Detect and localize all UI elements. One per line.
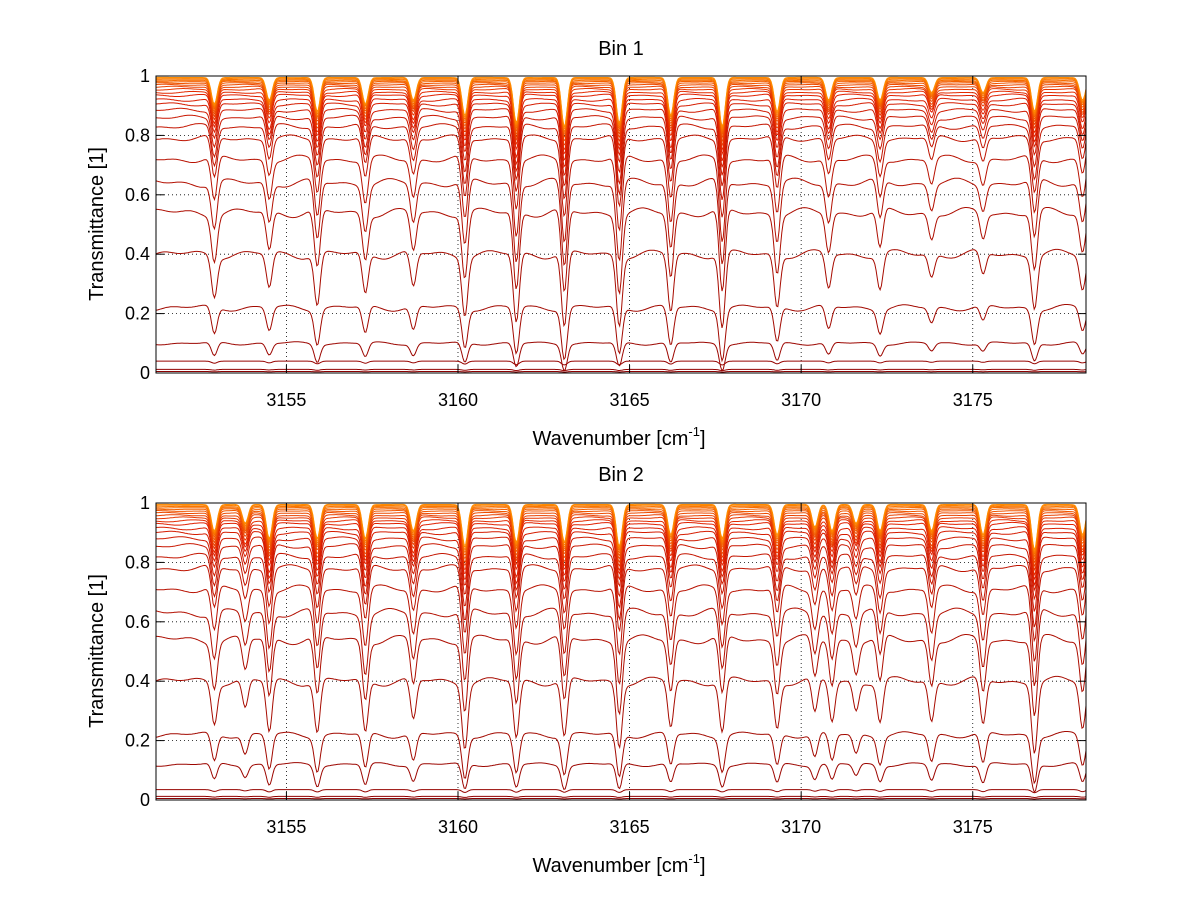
series-line (155, 584, 1087, 662)
series-line (155, 564, 1087, 643)
series-lines (155, 503, 1087, 800)
chart-panel-bin-2: Bin 2 3155 3160 3165 3170 3175 0 0.2 0.4 0.6 0.8 1… (86, 464, 1087, 877)
x-axis-label-main: Wavenumber [cm (532, 428, 688, 450)
series-lines (155, 76, 1087, 373)
series-line (156, 503, 1087, 552)
x-tick-label: 3165 (610, 390, 650, 410)
series-line (155, 543, 1087, 612)
y-tick-label: 0.4 (125, 244, 150, 264)
x-tick-label: 3155 (266, 817, 306, 837)
series-line (155, 207, 1087, 296)
series-line (155, 248, 1087, 329)
y-tick-label: 1 (140, 66, 150, 86)
series-line (155, 97, 1087, 162)
x-tick-label: 3175 (953, 390, 993, 410)
series-line (155, 675, 1087, 754)
y-axis-label: Transmittance [1] (86, 574, 108, 728)
plot-frame (155, 75, 1087, 374)
series-line (155, 552, 1087, 628)
chart-title: Bin 2 (598, 464, 644, 486)
x-tick-label: 3160 (438, 390, 478, 410)
y-tick-label: 0.8 (125, 125, 150, 145)
series-line (156, 87, 1087, 148)
series-line (155, 511, 1087, 565)
y-tick-label: 1 (140, 493, 150, 513)
y-tick-label: 0.2 (125, 731, 150, 751)
series-line (155, 107, 1087, 177)
x-tick-label: 3175 (953, 817, 993, 837)
x-axis-label: Wavenumber [cm-1] (532, 424, 705, 450)
x-axis-label: Wavenumber [cm-1] (532, 851, 705, 877)
series-line (156, 93, 1087, 157)
y-tick-label: 0 (140, 363, 150, 383)
series-line (155, 521, 1087, 582)
y-tick-label: 0.6 (125, 612, 150, 632)
series-line (156, 798, 1086, 800)
series-line (155, 731, 1087, 785)
series-line (156, 789, 1087, 794)
series-line (155, 514, 1087, 568)
x-axis-label-close: ] (700, 428, 706, 450)
y-tick-label: 0.6 (125, 185, 150, 205)
series-line (155, 85, 1087, 144)
axis-ticks: 3155 3160 3165 3170 3175 0 0.2 0.4 0.6 0.8 1 (125, 66, 1086, 410)
y-axis-label: Transmittance [1] (86, 147, 108, 301)
series-line (155, 762, 1087, 793)
chart-title: Bin 1 (598, 38, 644, 60)
x-axis-label-main: Wavenumber [cm (532, 855, 688, 877)
series-line (155, 154, 1087, 243)
axis-ticks: 3155 3160 3165 3170 3175 0 0.2 0.4 0.6 0.8 1 (125, 493, 1086, 837)
plot-frame (155, 502, 1087, 801)
series-line (155, 634, 1087, 716)
series-line (155, 134, 1087, 218)
series-line (156, 123, 1087, 201)
chart-panel-bin-1: Bin 1 3155 3160 3165 3170 3175 0 0.2 0.4 0.6 0.8 1… (86, 38, 1087, 450)
series-line (155, 516, 1087, 572)
x-tick-label: 3160 (438, 817, 478, 837)
series-line (155, 114, 1087, 187)
x-tick-label: 3170 (781, 817, 821, 837)
series-line (156, 360, 1087, 366)
series-line (155, 177, 1087, 266)
series-line (155, 90, 1087, 152)
series-line (155, 530, 1087, 592)
series-line (155, 519, 1087, 577)
y-tick-label: 0.2 (125, 304, 150, 324)
x-tick-label: 3155 (266, 390, 306, 410)
x-tick-label: 3165 (610, 817, 650, 837)
y-tick-label: 0 (140, 790, 150, 810)
y-tick-label: 0.8 (125, 552, 150, 572)
x-axis-label-superscript: -1 (688, 424, 700, 439)
series-line (156, 341, 1087, 372)
x-axis-label-close: ] (700, 855, 706, 877)
series-line (156, 795, 1087, 799)
y-tick-label: 0.4 (125, 671, 150, 691)
series-line (155, 607, 1087, 687)
series-line (156, 371, 1087, 373)
series-line (156, 76, 1087, 129)
series-line (156, 368, 1087, 372)
series-line (155, 536, 1087, 601)
series-line (155, 526, 1087, 587)
series-line (155, 102, 1087, 168)
x-tick-label: 3170 (781, 390, 821, 410)
x-axis-label-superscript: -1 (688, 851, 700, 866)
series-line (155, 304, 1087, 363)
